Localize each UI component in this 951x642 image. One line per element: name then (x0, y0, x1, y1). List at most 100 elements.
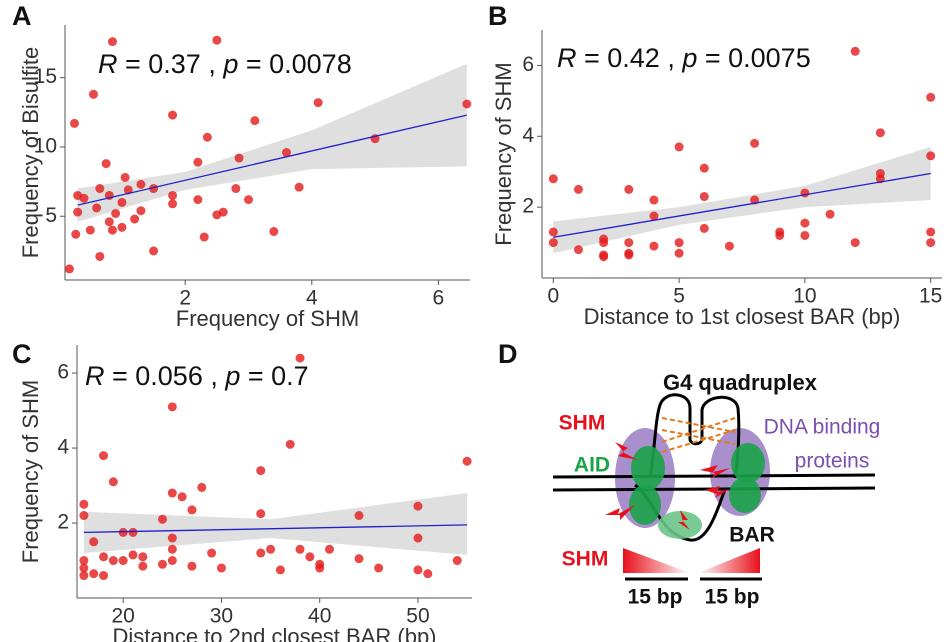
point (177, 492, 187, 502)
point (187, 505, 197, 515)
point (111, 208, 121, 218)
point (207, 548, 217, 558)
point (250, 116, 260, 126)
point (926, 92, 936, 102)
point (71, 229, 81, 239)
point (89, 569, 99, 579)
protein-label: DNA binding (764, 416, 881, 439)
point (573, 245, 583, 255)
point (285, 439, 295, 449)
point (197, 482, 207, 492)
point (649, 241, 659, 251)
stat-part: R (557, 43, 577, 73)
point (157, 514, 167, 524)
point (413, 565, 423, 575)
point (123, 185, 133, 195)
point (69, 118, 79, 128)
x-tick-label: 30 (210, 605, 233, 628)
point (800, 188, 810, 198)
y-tick-label: 5 (45, 204, 57, 227)
point (101, 159, 111, 169)
point (875, 128, 885, 138)
point (599, 234, 609, 244)
g4-loop (648, 393, 741, 479)
x-tick-label: 40 (308, 605, 331, 628)
stat-part: = 0.7 (240, 361, 308, 391)
x-axis-title: Distance to 1st closest BAR (bp) (584, 304, 901, 329)
stat-annotation: R = 0.42 , p = 0.0075 (557, 43, 811, 73)
point (599, 250, 609, 260)
stat-part: p (224, 361, 240, 391)
point (168, 190, 178, 200)
point (216, 563, 226, 573)
aid (658, 511, 702, 539)
point (674, 248, 684, 258)
point (256, 548, 266, 558)
shm-label: SHM (562, 548, 609, 571)
point (117, 197, 127, 207)
point (128, 550, 138, 560)
point (95, 184, 105, 194)
x-tick-label: 20 (112, 605, 135, 628)
g4-label: G4 quadruplex (663, 370, 818, 395)
point (73, 207, 83, 217)
point (315, 563, 325, 573)
point (313, 98, 323, 108)
point (212, 35, 222, 45)
y-axis-title: Frequency of SHM (18, 380, 43, 563)
bar-label: BAR (729, 524, 775, 547)
y-axis-title: Frequency of Bisulfite (18, 47, 43, 259)
point (138, 561, 148, 571)
point (850, 46, 860, 56)
panel-label: A (12, 1, 32, 31)
point (79, 193, 89, 203)
x-axis-title: Distance to 2nd closest BAR (bp) (112, 624, 436, 642)
stat-part: = 0.0078 (238, 49, 351, 79)
point (89, 537, 99, 547)
point (193, 157, 203, 167)
fit-line (553, 172, 931, 238)
y-tick-label: 15 (34, 65, 57, 88)
panel-label: B (488, 1, 508, 31)
diagram: D G4 quadruplex SHM AID DNA binding prot… (498, 339, 880, 608)
shm-label: SHM (559, 412, 606, 435)
point (193, 195, 203, 205)
x-tick-label: 4 (306, 287, 318, 310)
point (325, 544, 335, 554)
point (149, 246, 159, 256)
point (674, 238, 684, 248)
point (187, 561, 197, 571)
point (167, 488, 177, 498)
point (452, 556, 462, 566)
panel-label: D (498, 339, 518, 369)
point (104, 217, 114, 227)
point (256, 509, 266, 519)
point (167, 556, 177, 566)
point (800, 230, 810, 240)
point (413, 501, 423, 511)
point (374, 563, 384, 573)
y-axis-title: Frequency of SHM (491, 62, 516, 245)
point (168, 110, 178, 120)
point (305, 552, 315, 562)
gradient (623, 548, 690, 573)
point (269, 226, 279, 236)
scatter-panel: A 2 4 6 5 10 15 Frequency of SHM Frequency of Bi… (12, 1, 472, 331)
x-tick-label: 6 (433, 287, 445, 310)
point (79, 571, 89, 581)
scatter-panel: C 20 30 40 50 2 4 6 Distance to 2nd closest BAR … (12, 339, 472, 642)
point (85, 225, 95, 235)
point (926, 227, 936, 237)
point (423, 569, 433, 579)
scatter-panel: B 0 5 10 15 2 4 6 Distance to 1st closest BAR (b… (488, 1, 942, 329)
point (649, 195, 659, 205)
stat-part: = 0.37 , (118, 49, 224, 79)
point (79, 499, 89, 509)
point (107, 37, 117, 47)
y-tick-label: 2 (522, 195, 534, 218)
aid (629, 485, 661, 525)
point (138, 552, 148, 562)
aid-label: AID (574, 454, 610, 477)
point (88, 89, 98, 99)
confidence-band (553, 146, 931, 254)
